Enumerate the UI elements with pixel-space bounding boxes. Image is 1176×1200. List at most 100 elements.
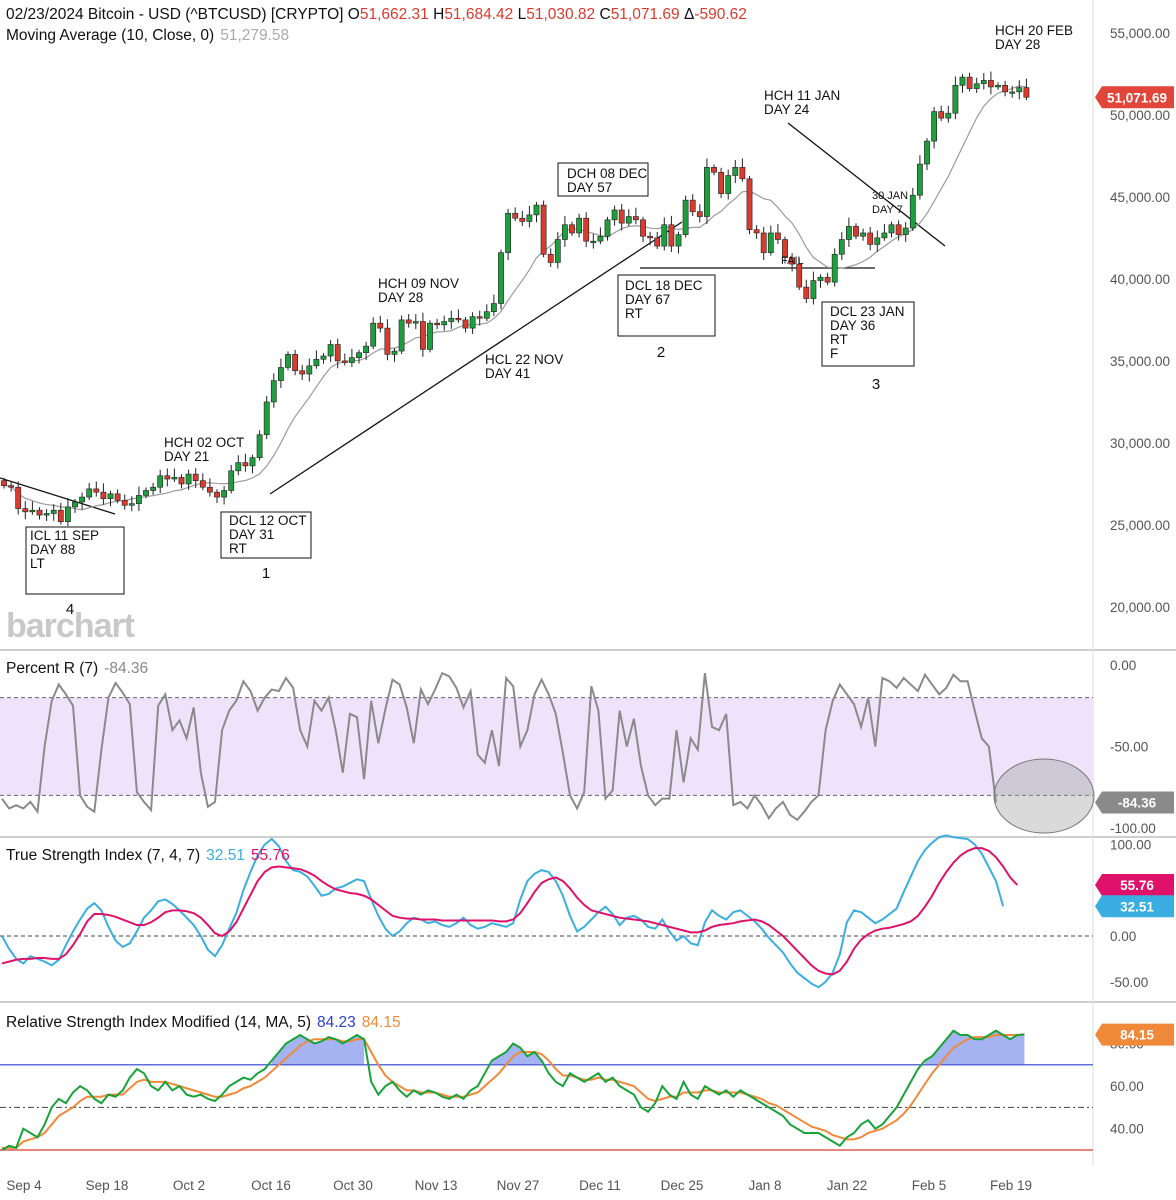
cycle-number: 3 [872, 376, 880, 393]
candle-body [320, 355, 327, 360]
candle [412, 314, 419, 330]
candle-body [760, 232, 767, 253]
tsi-fast-tag: 32.51 [1095, 895, 1174, 918]
candle-body [214, 491, 220, 498]
rsi-line [1, 1029, 1025, 1151]
candle-body [441, 321, 448, 326]
candle [128, 496, 135, 512]
candle [604, 216, 611, 241]
trend-line [787, 122, 946, 247]
candle [1, 477, 7, 489]
candle [405, 313, 412, 328]
candle-body [739, 167, 746, 180]
candlesticks[interactable] [1, 71, 1030, 527]
candle-body [469, 316, 476, 329]
candle [292, 349, 298, 376]
candle [867, 227, 874, 251]
candle [959, 74, 966, 93]
annotation-text: HCH 20 FEB [995, 23, 1073, 38]
last-price-tag-bg [1095, 86, 1174, 109]
candle-body [540, 204, 547, 255]
rsi-title-label: Relative Strength Index Modified (14, MA… [6, 1014, 311, 1031]
trend-lines [0, 122, 946, 515]
candle-body [419, 321, 426, 350]
annotation-text: DAY 21 [164, 449, 209, 464]
candle-body [711, 167, 717, 173]
percent-r-band [0, 697, 1093, 796]
candle-body [895, 224, 902, 235]
candle-body [902, 227, 909, 235]
candle-body [36, 509, 43, 516]
annotation-box [25, 526, 125, 595]
candle [427, 320, 433, 353]
candle-body [363, 345, 369, 354]
candle-body [640, 219, 646, 237]
candle [363, 341, 369, 361]
candle-body [703, 167, 710, 217]
annotation-text: HCH 09 NOV [378, 276, 459, 291]
candle-body [348, 357, 355, 363]
candle-body [100, 491, 107, 500]
price-ytick-label: 35,000.00 [1110, 354, 1170, 369]
highlight-ellipse [993, 758, 1095, 834]
candle [299, 364, 306, 380]
annotation-text: FAIL [781, 255, 804, 267]
candle [774, 224, 781, 244]
candle [767, 225, 774, 256]
annotation-text: DCL 12 OCT [229, 513, 307, 528]
candle-body [341, 360, 348, 363]
candle [845, 217, 852, 247]
candle [675, 231, 682, 254]
candle-body [767, 232, 774, 253]
candle [583, 212, 590, 248]
rsi-ma-line [2, 1033, 1025, 1149]
candle [285, 351, 291, 371]
candle [874, 230, 881, 252]
x-tick-label: Feb 5 [912, 1178, 947, 1193]
candle-body [505, 212, 511, 253]
candle [171, 468, 178, 482]
candle [796, 258, 803, 291]
candle [853, 223, 859, 240]
price-grid: 55,000.00 50,000.00 45,000.00 40,000.00 35,0… [0, 0, 1176, 1166]
candle-body [93, 488, 100, 493]
candle [980, 73, 987, 90]
candle-body [86, 488, 93, 498]
candle [356, 349, 362, 364]
candle [817, 274, 824, 288]
candle [249, 454, 256, 474]
candle [654, 231, 661, 250]
candle-body [625, 216, 632, 224]
candle-body [831, 253, 838, 283]
candle [661, 217, 668, 251]
candle [86, 482, 93, 501]
candle [327, 340, 334, 362]
candle [199, 473, 206, 491]
percent-r-line [1, 671, 997, 822]
candle [519, 210, 526, 226]
candle-body [576, 217, 582, 234]
candle-body [924, 140, 930, 165]
candle-body [1002, 85, 1008, 93]
candle [909, 187, 916, 231]
candle [50, 504, 57, 521]
candle-body [824, 276, 831, 283]
candle [831, 248, 838, 287]
candle-body [512, 212, 519, 219]
candle-body [796, 263, 803, 288]
candle-body [455, 317, 462, 321]
percent-r-tag: -84.36 [1095, 791, 1174, 814]
candle-body [299, 370, 306, 375]
candle-body [838, 239, 845, 255]
candle [1023, 78, 1030, 101]
candle-body [8, 485, 14, 488]
candle-body [753, 229, 760, 234]
price-ytick-label: 30,000.00 [1110, 436, 1170, 451]
candle-body [554, 239, 561, 263]
